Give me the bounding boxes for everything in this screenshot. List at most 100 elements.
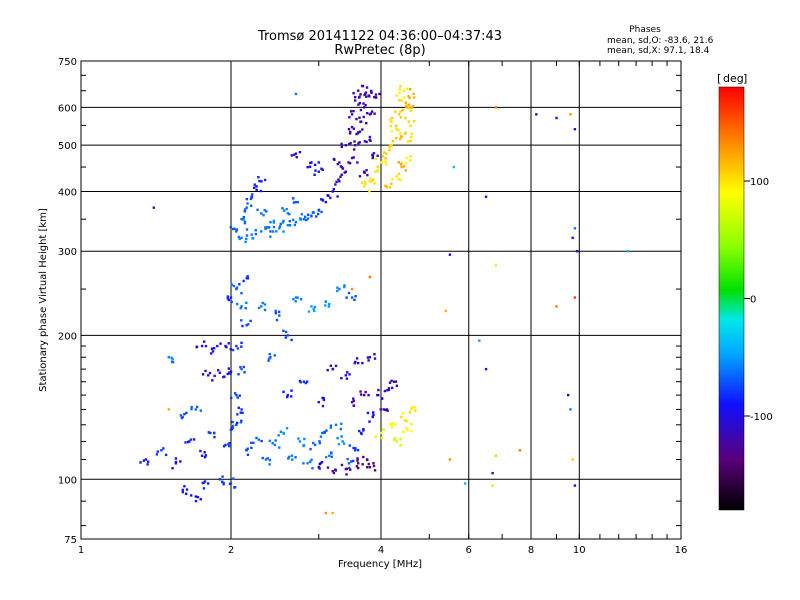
data-point bbox=[299, 381, 302, 384]
data-point bbox=[352, 404, 356, 407]
data-point bbox=[181, 488, 184, 492]
data-point bbox=[362, 393, 366, 397]
data-point bbox=[362, 428, 365, 431]
data-point bbox=[282, 230, 285, 233]
data-point bbox=[199, 409, 203, 412]
data-point bbox=[275, 230, 278, 233]
y-tick-label: 100 bbox=[58, 475, 77, 486]
data-point bbox=[312, 441, 315, 445]
data-point bbox=[343, 171, 346, 174]
data-point bbox=[255, 188, 258, 192]
data-point bbox=[406, 140, 410, 143]
data-point bbox=[144, 458, 148, 461]
data-point bbox=[444, 309, 448, 313]
data-point bbox=[402, 165, 406, 168]
data-point bbox=[330, 455, 334, 458]
data-point bbox=[389, 124, 392, 128]
data-point bbox=[327, 194, 330, 198]
data-point bbox=[200, 454, 204, 457]
data-point bbox=[146, 463, 149, 466]
data-point bbox=[312, 211, 315, 214]
data-point bbox=[231, 426, 234, 430]
data-point bbox=[239, 411, 242, 414]
data-point bbox=[365, 168, 368, 172]
data-point bbox=[302, 444, 306, 447]
data-point bbox=[359, 93, 362, 96]
data-point bbox=[240, 341, 243, 345]
data-point bbox=[390, 130, 393, 133]
data-point bbox=[352, 446, 355, 450]
data-point bbox=[235, 228, 239, 231]
data-point bbox=[339, 427, 343, 431]
data-point bbox=[226, 297, 230, 300]
data-point bbox=[362, 102, 365, 105]
data-point bbox=[287, 455, 291, 459]
x-tick-label: 4 bbox=[378, 545, 384, 556]
data-point bbox=[334, 423, 338, 427]
data-point bbox=[313, 305, 316, 309]
data-point bbox=[298, 150, 302, 154]
data-point bbox=[353, 95, 357, 99]
data-point bbox=[256, 208, 259, 212]
data-point bbox=[401, 108, 404, 112]
data-point bbox=[356, 457, 359, 460]
data-point bbox=[194, 408, 198, 411]
data-point bbox=[349, 110, 353, 113]
data-point bbox=[399, 85, 402, 88]
data-point bbox=[290, 454, 294, 457]
data-point bbox=[227, 298, 231, 302]
data-point bbox=[394, 125, 398, 128]
data-point bbox=[318, 440, 321, 443]
data-point bbox=[267, 359, 270, 362]
data-point bbox=[359, 108, 363, 112]
data-point bbox=[571, 236, 574, 240]
data-point bbox=[371, 156, 374, 160]
data-point bbox=[324, 304, 327, 307]
data-point bbox=[189, 438, 193, 441]
data-point bbox=[395, 384, 399, 387]
data-point bbox=[313, 163, 317, 167]
data-point bbox=[231, 227, 235, 231]
data-point bbox=[291, 458, 294, 461]
data-point bbox=[216, 344, 219, 348]
data-point bbox=[341, 440, 344, 443]
data-point bbox=[369, 112, 373, 115]
data-point bbox=[183, 412, 186, 416]
data-point bbox=[258, 179, 261, 183]
data-point bbox=[350, 296, 354, 299]
data-point bbox=[401, 412, 405, 415]
data-point bbox=[407, 103, 411, 106]
data-point bbox=[397, 172, 401, 176]
data-point bbox=[246, 274, 249, 278]
data-point bbox=[388, 186, 392, 189]
data-point bbox=[334, 364, 338, 368]
data-point bbox=[348, 466, 351, 470]
data-point bbox=[202, 481, 206, 484]
data-point bbox=[494, 264, 498, 267]
data-point bbox=[347, 291, 351, 295]
data-point bbox=[321, 168, 324, 172]
data-point bbox=[302, 462, 305, 465]
data-point bbox=[402, 430, 405, 434]
data-point bbox=[295, 155, 298, 159]
data-point bbox=[211, 379, 214, 382]
data-point bbox=[189, 494, 193, 497]
data-point bbox=[387, 388, 391, 392]
data-point bbox=[255, 185, 258, 188]
data-point bbox=[367, 359, 370, 362]
data-point bbox=[218, 478, 222, 481]
data-point bbox=[359, 393, 363, 396]
data-point bbox=[348, 116, 351, 119]
data-point bbox=[378, 92, 381, 96]
data-point bbox=[213, 374, 216, 378]
data-point bbox=[377, 388, 380, 392]
data-point bbox=[229, 225, 233, 229]
data-point bbox=[247, 323, 250, 326]
data-point bbox=[290, 395, 293, 398]
data-point bbox=[404, 105, 408, 108]
data-point bbox=[240, 345, 243, 348]
data-point bbox=[410, 106, 413, 109]
data-point bbox=[325, 429, 328, 432]
data-point bbox=[348, 132, 352, 135]
data-point bbox=[334, 469, 338, 472]
